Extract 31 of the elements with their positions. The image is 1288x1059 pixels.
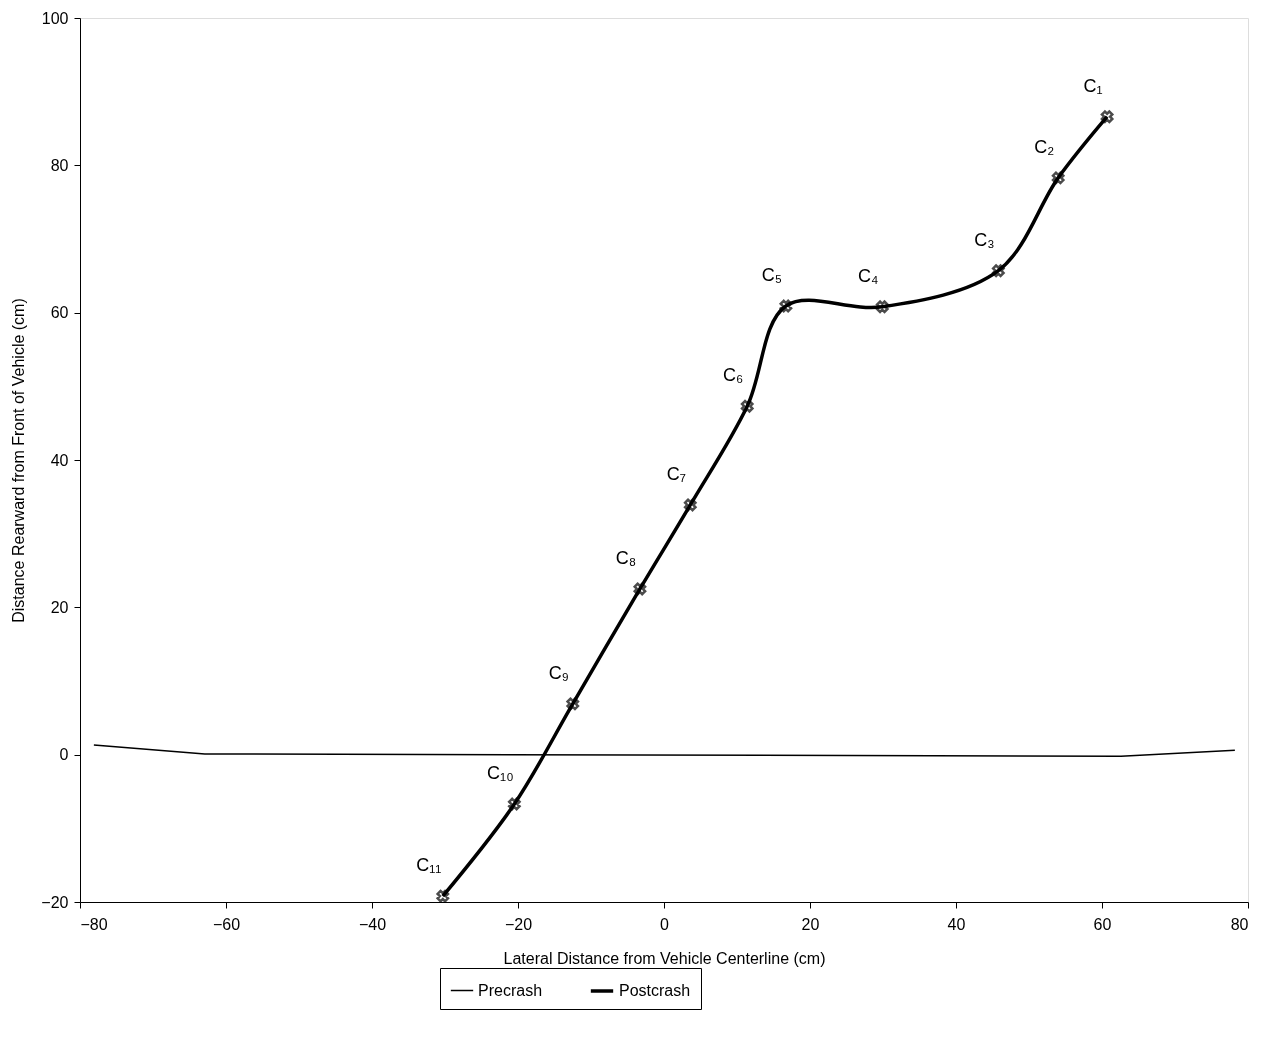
y-tick-label: 40 (50, 451, 69, 469)
annotation: C₁₁ (416, 855, 442, 876)
annotation: C₉ (548, 662, 569, 683)
x-tick-label: 20 (801, 915, 820, 933)
x-tick-label: −40 (358, 915, 387, 933)
annotation: C₂ (1034, 136, 1055, 157)
annotation: C₃ (974, 229, 995, 250)
annotation: C₆ (723, 365, 744, 386)
annotation: C₇ (666, 463, 686, 484)
x-tick-label: 40 (947, 915, 966, 933)
y-tick-label: 20 (50, 598, 69, 616)
y-tick-label: 0 (59, 746, 69, 764)
annotation: C₈ (615, 547, 637, 568)
x-tick-label: −80 (80, 915, 108, 933)
y-tick-label: 80 (50, 156, 69, 174)
legend-label: Precrash (478, 981, 543, 999)
y-axis-title: Distance Rearward from Front of Vehicle (cm) (10, 298, 28, 623)
annotation: C₁₀ (487, 763, 514, 784)
y-tick-label: 60 (50, 304, 69, 322)
y-tick-label: 100 (41, 9, 69, 27)
x-tick-label: −60 (212, 915, 241, 933)
x-tick-label: −20 (504, 915, 533, 933)
y-tick-label: −20 (41, 893, 69, 911)
x-axis-title: Lateral Distance from Vehicle Centerline (cm) (503, 949, 826, 967)
annotation: C₄ (858, 265, 879, 286)
x-tick-label: 80 (1230, 915, 1249, 933)
annotation: C₁ (1083, 75, 1103, 96)
x-tick-label: 60 (1093, 915, 1112, 933)
annotation: C₅ (761, 265, 783, 286)
legend-label: Postcrash (619, 982, 691, 999)
x-tick-label: 0 (660, 915, 670, 933)
